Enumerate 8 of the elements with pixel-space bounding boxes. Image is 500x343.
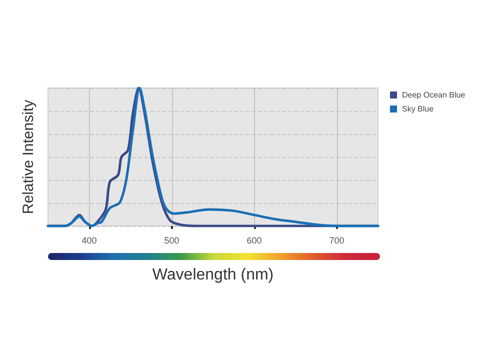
- x-tick-label: 700: [329, 236, 344, 246]
- x-axis-title: Wavelength (nm): [152, 266, 274, 284]
- y-axis-title: Relative Intensity: [20, 99, 37, 214]
- x-tick-label: 600: [246, 236, 262, 246]
- legend-label: Deep Ocean Blue: [402, 90, 466, 100]
- x-tick-label: 400: [82, 236, 97, 246]
- x-tick-label: 500: [164, 236, 180, 246]
- legend-label: Sky Blue: [402, 104, 434, 114]
